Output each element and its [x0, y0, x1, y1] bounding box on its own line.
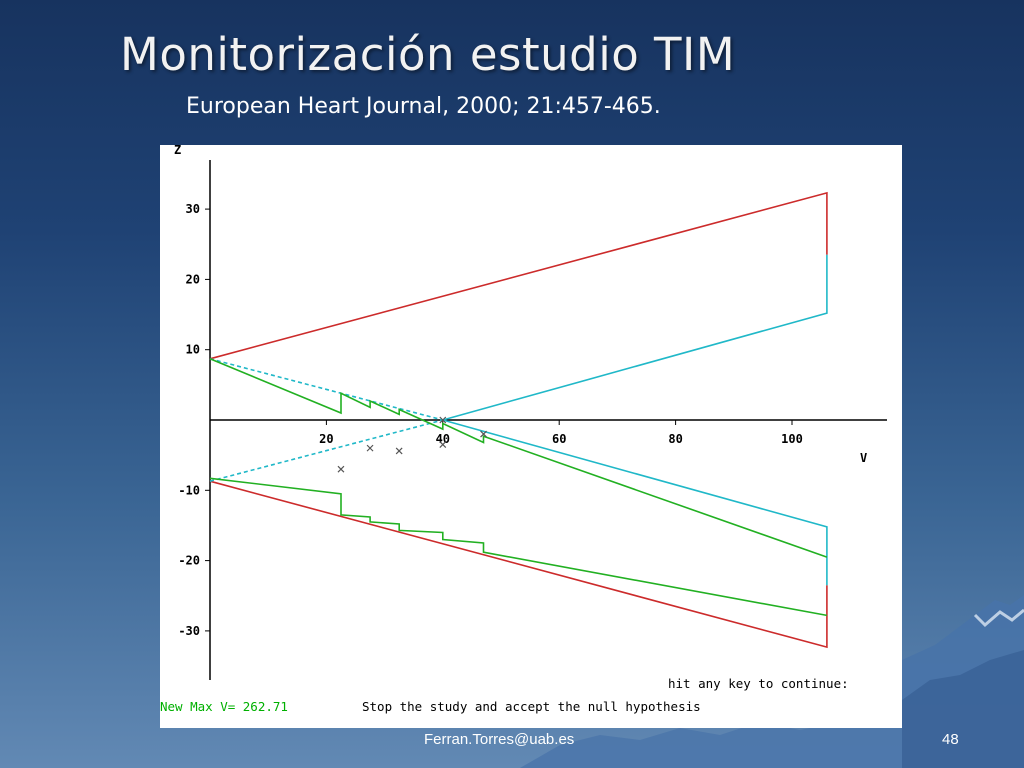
- terminal-status-value: New Max V= 262.71: [160, 699, 288, 714]
- observation-marker-stroke: [439, 441, 447, 449]
- y-tick-label: 10: [186, 343, 200, 357]
- series-inner-lower: [442, 419, 828, 586]
- observation-marker: [337, 465, 345, 473]
- sequential-boundary-chart: 20 40 60 80 100 30 20 10 -10 -20 -30 V Z hit any key…: [160, 145, 887, 714]
- y-axis-label: Z: [174, 145, 181, 157]
- x-tick-label: 100: [781, 432, 803, 446]
- slide-title: Monitorización estudio TIM: [120, 28, 736, 81]
- y-tick-label: -20: [178, 554, 200, 568]
- x-tick-label: 40: [436, 432, 450, 446]
- series-outer-lower: [209, 480, 828, 649]
- slide-subtitle: European Heart Journal, 2000; 21:457-465…: [186, 94, 661, 119]
- y-tick-label: -10: [178, 483, 200, 497]
- series-inner-upper: [442, 254, 828, 421]
- terminal-prompt: hit any key to continue:: [668, 676, 849, 691]
- observation-marker: [395, 447, 403, 455]
- footer-email: Ferran.Torres@uab.es: [424, 731, 575, 748]
- y-tick-label: -30: [178, 624, 200, 638]
- series-inner-upper-dashed: [209, 358, 444, 421]
- x-tick-label: 60: [552, 432, 566, 446]
- series-inner-lower-dashed: [209, 419, 444, 482]
- chart-panel: 20 40 60 80 100 30 20 10 -10 -20 -30 V Z hit any key…: [160, 145, 902, 728]
- y-tick-label: 20: [186, 272, 200, 286]
- x-tick-label: 80: [668, 432, 682, 446]
- y-tick-label: 30: [186, 202, 200, 216]
- observation-marker-stroke: [366, 444, 374, 452]
- page-number: 48: [942, 731, 959, 748]
- observation-marker-stroke: [439, 416, 447, 424]
- observation-marker: [439, 416, 447, 424]
- observation-marker: [366, 444, 374, 452]
- series-path-upper: [209, 358, 828, 558]
- series-outer-upper: [209, 191, 828, 360]
- observation-marker-stroke: [395, 447, 403, 455]
- observation-marker: [480, 430, 487, 438]
- x-tick-label: 20: [319, 432, 333, 446]
- observation-marker: [439, 441, 447, 449]
- series-path-lower: [209, 477, 828, 617]
- observation-marker-stroke: [337, 465, 345, 473]
- terminal-decision: Stop the study and accept the null hypot…: [362, 699, 701, 714]
- observation-marker-stroke: [480, 430, 487, 438]
- x-axis-label: V: [860, 451, 867, 465]
